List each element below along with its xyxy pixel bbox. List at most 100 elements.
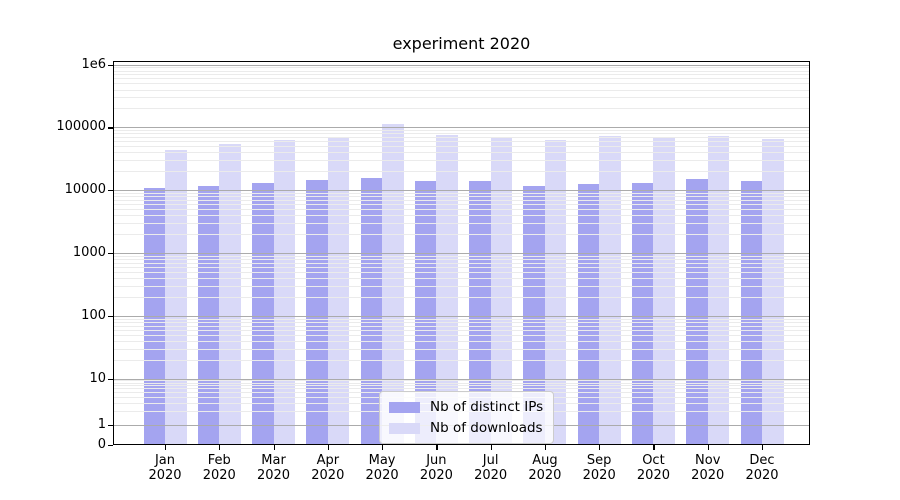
x-tick-mark — [219, 445, 221, 450]
minor-gridline — [113, 322, 810, 324]
minor-gridline — [113, 74, 810, 76]
x-tick-year: 2020 — [419, 468, 453, 483]
minor-gridline — [113, 385, 810, 387]
y-tick-label-1e6: 1e6 — [81, 56, 106, 72]
bar-oct-distinct-ips — [631, 182, 654, 445]
x-tick-mark — [653, 445, 655, 450]
legend-label: Nb of downloads — [430, 420, 543, 436]
x-tick-mark — [436, 445, 438, 450]
minor-gridline — [113, 108, 810, 110]
bar-mar-downloads — [273, 140, 296, 445]
y-tick-mark — [108, 379, 113, 381]
minor-gridline — [113, 67, 810, 69]
minor-gridline — [113, 89, 810, 91]
bar-may-downloads — [382, 123, 404, 445]
major-gridline — [113, 379, 810, 380]
bar-aug-downloads — [544, 140, 567, 445]
minor-gridline — [113, 256, 810, 258]
minor-gridline — [113, 83, 810, 85]
minor-gridline — [113, 335, 810, 337]
minor-gridline — [113, 130, 810, 132]
y-tick-label-0: 0 — [97, 437, 106, 452]
x-tick-month: Jan — [154, 453, 176, 468]
x-tick-label-jun: Jun 2020 — [406, 453, 466, 483]
major-gridline — [113, 64, 810, 66]
x-tick-month: Jul — [482, 453, 499, 468]
x-tick-label-jul: Jul 2020 — [461, 453, 521, 483]
legend: Nb of distinct IPs Nb of downloads — [379, 391, 555, 444]
y-tick-mark — [108, 190, 113, 192]
bar-jul-downloads — [490, 137, 513, 445]
y-tick-label-100000: 100000 — [56, 119, 106, 135]
x-tick-mark — [707, 445, 709, 450]
minor-gridline — [113, 223, 810, 225]
minor-gridline — [113, 171, 810, 173]
x-tick-year: 2020 — [202, 468, 236, 483]
x-tick-month: Mar — [261, 453, 286, 468]
y-tick-mark — [108, 425, 113, 427]
x-tick-label-nov: Nov 2020 — [678, 453, 738, 483]
legend-swatch-icon — [389, 401, 420, 413]
minor-gridline — [113, 78, 810, 80]
minor-gridline — [113, 204, 810, 206]
y-tick-label-100: 100 — [81, 308, 106, 324]
x-tick-month: Apr — [316, 453, 340, 468]
x-tick-label-jan: Jan 2020 — [135, 453, 195, 483]
minor-gridline — [113, 267, 810, 269]
x-tick-month: Dec — [749, 453, 775, 468]
minor-gridline — [113, 272, 810, 274]
bar-sep-downloads — [599, 135, 621, 445]
x-tick-label-may: May 2020 — [352, 453, 412, 483]
chart-title: experiment 2020 — [392, 34, 531, 53]
bar-jun-downloads — [436, 135, 458, 445]
x-tick-year: 2020 — [528, 468, 562, 483]
x-tick-mark — [762, 445, 764, 450]
x-tick-year: 2020 — [691, 468, 725, 483]
x-tick-mark — [273, 445, 275, 450]
legend-item-downloads: Nb of downloads — [389, 420, 543, 436]
minor-gridline — [113, 318, 810, 320]
x-tick-mark — [382, 445, 384, 450]
minor-gridline — [113, 330, 810, 332]
minor-gridline — [113, 137, 810, 139]
minor-gridline — [113, 380, 810, 382]
bar-feb-downloads — [219, 143, 241, 445]
minor-gridline — [113, 215, 810, 217]
x-tick-label-aug: Aug 2020 — [515, 453, 575, 483]
minor-gridline — [113, 262, 810, 264]
x-tick-month: Jun — [426, 453, 447, 468]
minor-gridline — [113, 133, 810, 135]
x-tick-month: Nov — [695, 453, 721, 468]
y-tick-label-1000: 1000 — [72, 245, 106, 261]
minor-gridline — [113, 196, 810, 198]
y-tick-label-1: 1 — [97, 417, 106, 432]
y-tick-label-10000: 10000 — [64, 182, 106, 198]
bar-oct-downloads — [653, 136, 675, 445]
major-gridline — [113, 190, 810, 192]
bar-aug-distinct-ips — [523, 185, 545, 445]
x-tick-label-oct: Oct 2020 — [623, 453, 683, 483]
x-tick-label-dec: Dec 2020 — [732, 453, 792, 483]
legend-swatch-icon — [389, 422, 420, 434]
major-gridline — [113, 253, 810, 255]
x-tick-mark — [490, 445, 492, 450]
x-tick-year: 2020 — [745, 468, 779, 483]
minor-gridline — [113, 209, 810, 211]
minor-gridline — [113, 160, 810, 162]
minor-gridline — [113, 278, 810, 280]
minor-gridline — [113, 348, 810, 350]
x-tick-year: 2020 — [474, 468, 508, 483]
minor-gridline — [113, 146, 810, 148]
minor-gridline — [113, 382, 810, 384]
minor-gridline — [113, 341, 810, 343]
minor-gridline — [113, 193, 810, 195]
minor-gridline — [113, 286, 810, 288]
x-tick-month: May — [368, 453, 396, 468]
legend-item-distinct-ips: Nb of distinct IPs — [389, 399, 543, 415]
x-tick-year: 2020 — [582, 468, 616, 483]
x-tick-mark — [327, 445, 329, 450]
bar-may-distinct-ips — [360, 177, 383, 445]
bar-nov-downloads — [707, 136, 730, 445]
minor-gridline — [113, 70, 810, 72]
